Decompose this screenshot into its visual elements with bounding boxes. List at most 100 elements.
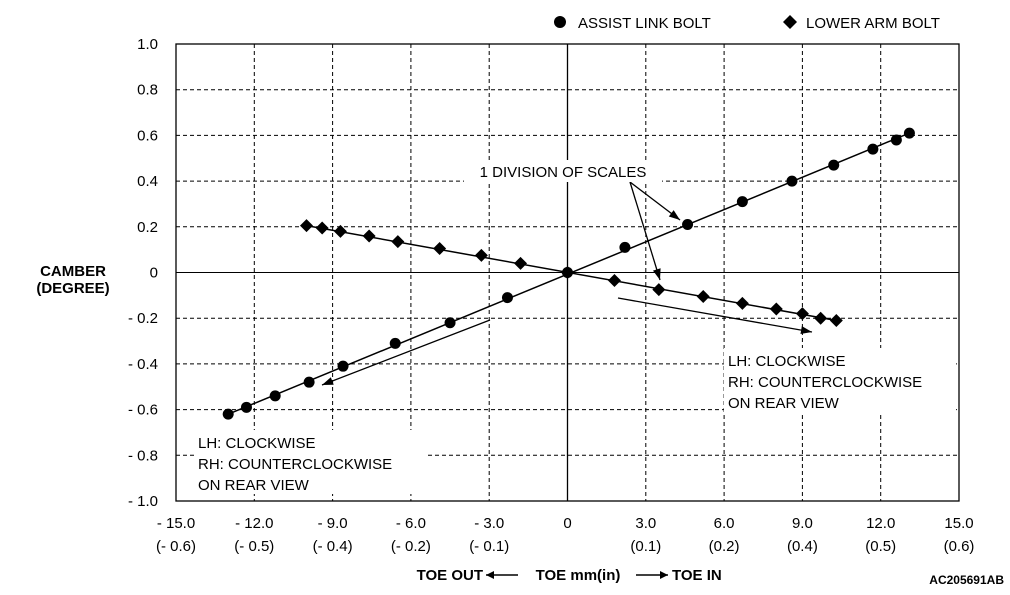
y-tick-label: - 0.4 xyxy=(128,356,158,373)
x-tick-label-mm: 15.0 xyxy=(944,515,973,532)
y-tick-label: - 0.6 xyxy=(128,402,158,419)
y-tick-label: - 1.0 xyxy=(128,493,158,510)
x-tick-label-mm: - 12.0 xyxy=(235,515,273,532)
rotation-arrow-right-head xyxy=(800,326,812,335)
assist-link-point xyxy=(240,401,252,413)
assist-link-point xyxy=(389,337,401,349)
y-tick-label: 0 xyxy=(150,265,158,282)
legend: ASSIST LINK BOLT LOWER ARM BOLT xyxy=(554,15,940,32)
left-rotation-note: LH: CLOCKWISE RH: COUNTERCLOCKWISE ON RE… xyxy=(194,430,426,494)
left-note-line2: RH: COUNTERCLOCKWISE xyxy=(198,456,392,473)
x-tick-label-mm: - 3.0 xyxy=(474,515,504,532)
assist-link-point xyxy=(303,376,315,388)
lower-arm-point xyxy=(795,307,809,321)
right-note-line1: LH: CLOCKWISE xyxy=(728,353,846,370)
lower-arm-point xyxy=(300,219,313,233)
lower-arm-point xyxy=(696,289,710,303)
rotation-arrow-left-line xyxy=(321,319,491,386)
toe-out-arrow-head xyxy=(486,571,494,579)
y-axis-label-line1: CAMBER xyxy=(40,263,106,280)
lower-arm-point xyxy=(514,256,528,270)
lower-arm-point xyxy=(561,266,574,279)
x-tick-label-inch: (- 0.5) xyxy=(234,538,274,555)
left-note-bg xyxy=(194,430,426,494)
assist-link-point xyxy=(337,360,349,372)
lower-arm-point xyxy=(652,283,666,297)
division-label: 1 DIVISION OF SCALES xyxy=(480,164,647,181)
x-tick-label-inch: (0.4) xyxy=(787,538,818,555)
assist-link-point xyxy=(786,175,798,187)
division-arrow-lower-head xyxy=(652,268,661,280)
tick-labels: - 15.0 (- 0.6) - 12.0 (- 0.5) - 9.0 (- 0.4) - … xyxy=(128,36,974,555)
data-markers xyxy=(222,127,915,420)
left-note-line3: ON REAR VIEW xyxy=(198,477,310,494)
division-arrow-assist-head xyxy=(668,210,680,220)
lower-arm-point xyxy=(769,302,783,316)
x-tick-label-mm: - 9.0 xyxy=(318,515,348,532)
assist-link-point xyxy=(903,127,915,139)
x-tick-label-inch: (- 0.6) xyxy=(156,538,196,555)
assist-link-point xyxy=(501,292,513,304)
lower-arm-point xyxy=(315,221,329,235)
x-tick-label-mm: 3.0 xyxy=(635,515,656,532)
rotation-arrow-left-head xyxy=(322,377,334,385)
right-note-bg xyxy=(724,348,956,412)
x-tick-label-inch: (- 0.1) xyxy=(469,538,509,555)
plot-frame xyxy=(175,43,960,502)
assist-link-point xyxy=(682,219,694,231)
division-arrow-lower-line xyxy=(629,181,661,281)
toe-in-arrow-head xyxy=(660,571,668,579)
assist-link-point xyxy=(867,143,879,155)
x-tick-label-inch: (0.5) xyxy=(865,538,896,555)
x-tick-label-mm: 12.0 xyxy=(866,515,895,532)
lower-arm-point xyxy=(433,242,447,256)
lower-arm-point xyxy=(607,273,621,287)
lower-arm-point xyxy=(829,313,843,327)
x-label-toe-in: TOE IN xyxy=(672,567,722,584)
right-note-line2: RH: COUNTERCLOCKWISE xyxy=(728,374,922,391)
assist-link-point xyxy=(736,196,748,208)
y-tick-label: 0.8 xyxy=(137,82,158,99)
division-label-bg xyxy=(464,160,662,182)
assist-link-point xyxy=(828,159,840,171)
assist-link-point xyxy=(222,408,234,420)
x-tick-label-mm: 9.0 xyxy=(792,515,813,532)
x-tick-label-inch: (0.1) xyxy=(630,538,661,555)
assist-link-point xyxy=(444,317,456,329)
x-axis-label: TOE OUT TOE mm(in) TOE IN xyxy=(417,567,722,584)
x-label-toe: TOE mm(in) xyxy=(536,567,621,584)
right-note-line3: ON REAR VIEW xyxy=(728,395,840,412)
legend-circle-marker xyxy=(554,16,566,28)
division-annotation: 1 DIVISION OF SCALES xyxy=(464,160,662,182)
x-tick-label-mm: 0 xyxy=(563,515,571,532)
right-rotation-note: LH: CLOCKWISE RH: COUNTERCLOCKWISE ON RE… xyxy=(724,348,956,412)
rotation-arrow-right-line xyxy=(617,297,813,333)
x-tick-label-mm: 6.0 xyxy=(714,515,735,532)
legend-diamond-marker xyxy=(783,15,797,29)
y-tick-label: 0.2 xyxy=(137,219,158,236)
lower-arm-point xyxy=(391,235,405,249)
legend-label-lower-arm: LOWER ARM BOLT xyxy=(806,15,940,32)
x-tick-label-mm: - 6.0 xyxy=(396,515,426,532)
legend-label-assist-link: ASSIST LINK BOLT xyxy=(578,15,711,32)
lower-arm-point xyxy=(474,248,488,262)
assist-link-point xyxy=(619,241,631,253)
assist-link-point xyxy=(890,134,902,146)
annotation-arrows xyxy=(321,181,813,386)
lower-arm-point xyxy=(362,229,376,243)
assist-link-point xyxy=(269,390,281,402)
y-tick-label: 0.4 xyxy=(137,173,158,190)
x-tick-label-mm: - 15.0 xyxy=(157,515,195,532)
y-axis-label-line2: (DEGREE) xyxy=(36,280,109,297)
x-tick-label-inch: (0.2) xyxy=(709,538,740,555)
x-tick-label-inch: (- 0.2) xyxy=(391,538,431,555)
y-tick-label: 1.0 xyxy=(137,36,158,53)
y-tick-label: - 0.2 xyxy=(128,310,158,327)
x-tick-label-inch: (0.6) xyxy=(944,538,975,555)
x-label-toe-out: TOE OUT xyxy=(417,567,483,584)
y-tick-label: - 0.8 xyxy=(128,447,158,464)
lower-arm-point xyxy=(735,296,749,310)
x-tick-label-inch: (- 0.4) xyxy=(313,538,353,555)
y-tick-label: 0.6 xyxy=(137,127,158,144)
